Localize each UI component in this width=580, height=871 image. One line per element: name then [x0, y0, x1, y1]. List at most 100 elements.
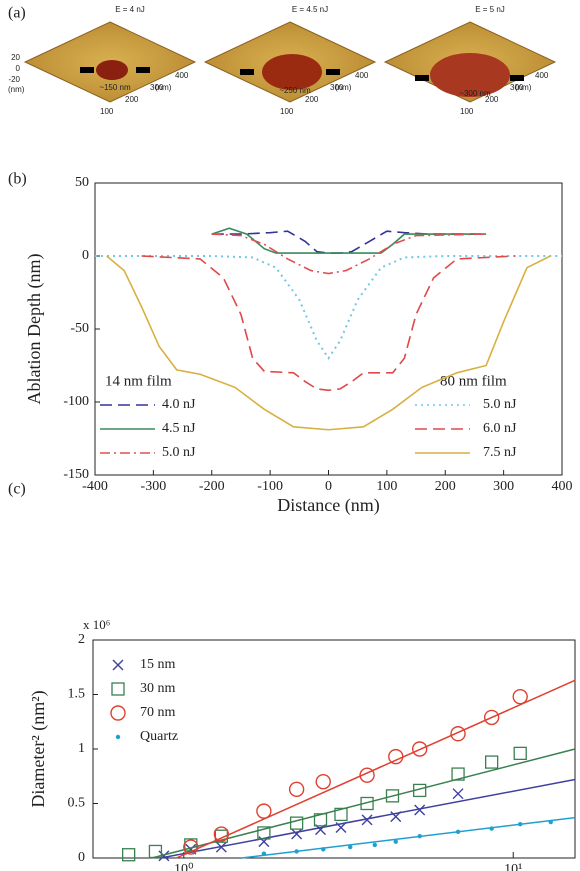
y-tick-label: 1.5 [68, 687, 86, 702]
legend-label: 4.5 nJ [162, 421, 196, 436]
x-tick-label: 400 [552, 479, 573, 494]
afm-tick: 400 [355, 71, 369, 80]
afm-tick: 400 [175, 71, 189, 80]
point [411, 741, 428, 757]
crater [262, 54, 322, 90]
panel-label: (a) [8, 5, 26, 22]
afm-unit: (nm) [155, 83, 172, 92]
point [359, 767, 375, 783]
legend-label: Quartz [140, 729, 178, 744]
x-tick-label: 200 [435, 479, 456, 494]
afm-tick: 300 [330, 83, 344, 92]
image-title: E = 4.5 nJ [292, 5, 328, 14]
point [393, 839, 398, 844]
point [513, 746, 527, 761]
series-line [211, 227, 487, 254]
point [452, 788, 464, 800]
point [388, 748, 404, 765]
point [213, 826, 230, 842]
point [148, 844, 163, 859]
point [360, 796, 374, 811]
crater [96, 60, 128, 80]
legend-marker [115, 734, 121, 740]
point [413, 783, 427, 798]
x-axis-label: Distance (nm) [277, 495, 379, 516]
z-tick: -20 [8, 75, 20, 84]
afm-tick: 200 [305, 95, 319, 104]
afm-tick: 100 [460, 107, 474, 116]
legend-title: 14 nm film [105, 373, 172, 389]
point [291, 828, 303, 840]
x-tick-label: -200 [199, 479, 225, 494]
y-axis-label: Diameter² (nm²) [28, 690, 49, 807]
legend-label: 4.0 nJ [162, 397, 196, 412]
y-axis-label: Ablation Depth (nm) [24, 254, 45, 405]
panel-label: (b) [8, 171, 27, 188]
legend-label: 30 nm [140, 681, 176, 696]
afm-tick: 100 [100, 107, 114, 116]
x-tick-label: -400 [82, 479, 108, 494]
x-tick-label: 300 [493, 479, 514, 494]
point [372, 842, 378, 848]
x-tick-label: -100 [257, 479, 283, 494]
legend-marker [112, 659, 124, 671]
afm-tick: 400 [535, 71, 549, 80]
point [288, 781, 305, 798]
legend-marker [110, 705, 126, 721]
point [485, 755, 499, 769]
point [451, 767, 465, 781]
point [334, 807, 348, 822]
size-label: ~300 nm [459, 89, 491, 98]
x-tick-label: 0 [325, 479, 332, 494]
point [361, 814, 373, 826]
panel-label: (c) [8, 481, 26, 498]
point [158, 850, 170, 862]
z-unit: (nm) [8, 85, 25, 94]
point [335, 821, 347, 833]
point [321, 847, 326, 852]
series-line [106, 255, 551, 431]
fit-line [151, 748, 576, 859]
series-line [211, 233, 487, 275]
point [417, 834, 422, 839]
point [414, 804, 426, 816]
point [183, 839, 199, 855]
y-tick-label: 50 [75, 175, 89, 190]
point [455, 829, 461, 835]
legend-label: 5.0 nJ [162, 445, 196, 460]
fit-line [176, 679, 576, 859]
x-tick-label: 10¹ [504, 862, 522, 871]
afm-unit: (nm) [335, 83, 352, 92]
afm-tick: 200 [485, 95, 499, 104]
afm-tick: 200 [125, 95, 139, 104]
legend-label: 6.0 nJ [483, 421, 517, 436]
point [315, 774, 331, 790]
x-tick-label: 100 [376, 479, 397, 494]
y-tick-label: 2 [78, 632, 85, 647]
x-tick-label: 10⁰ [174, 862, 194, 871]
series-line [141, 255, 516, 392]
y-tick-label: 0.5 [68, 796, 86, 811]
point [257, 826, 271, 840]
crater [430, 53, 510, 97]
afm-unit: (nm) [515, 83, 532, 92]
image-title: E = 4 nJ [115, 5, 145, 14]
legend-label: 15 nm [140, 657, 176, 672]
point [348, 844, 353, 850]
legend-marker [111, 682, 125, 696]
point [548, 819, 553, 825]
point [450, 726, 466, 742]
legend-title: 80 nm film [440, 373, 507, 389]
point [261, 851, 267, 856]
point [489, 826, 494, 831]
y-multiplier: x 10⁶ [83, 617, 110, 632]
y-tick-label: -100 [63, 394, 89, 409]
point [483, 709, 500, 726]
y-tick-label: 0 [78, 850, 85, 865]
series-line [95, 255, 562, 361]
point [390, 811, 402, 823]
afm-tick: 100 [280, 107, 294, 116]
point [512, 688, 528, 705]
legend-label: 70 nm [140, 705, 176, 720]
